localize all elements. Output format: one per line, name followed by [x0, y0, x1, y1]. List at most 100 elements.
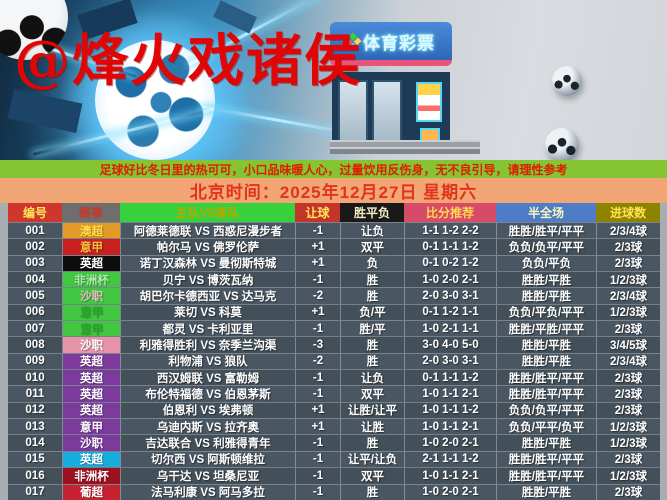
cell-num: 013	[25, 420, 45, 433]
cell-score: 0-1 1-2 1-1	[404, 304, 496, 321]
cell-handicap: -1	[295, 223, 340, 239]
cell-score: 1-0 1-1 2-1	[404, 468, 496, 484]
cell-score: 2-0 3-0 3-1	[404, 288, 496, 304]
match-row-001: 001 澳超 阿德莱德联 VS 西惑尼漫步者 -1 让负 1-1 1-2 2-2 胜胜/胜平…	[8, 222, 660, 239]
cell-league: 英超	[62, 353, 120, 370]
cell-halffull: 负负/负平/平平	[496, 402, 596, 419]
cell-halffull: 胜胜/平胜	[496, 353, 596, 370]
cell-num: 001	[25, 224, 45, 237]
store-door	[372, 80, 402, 150]
cell-score: 0-1 1-1 1-2	[404, 370, 496, 386]
cell-teams: 诺丁汉森林 VS 曼彻斯特城	[120, 255, 295, 272]
cell-goals: 2/3球	[596, 370, 660, 386]
cell-num: 014	[25, 437, 45, 450]
league-badge: 非洲杯	[63, 468, 120, 484]
cell-league: 沙职	[62, 435, 120, 451]
cell-handicap: -1	[295, 435, 340, 451]
cell-score: 1-0 1-1 1-2	[404, 402, 496, 419]
cell-halffull: 胜胜/胜平/平平	[496, 223, 596, 239]
cell-halffull: 负负/平平/负平	[496, 419, 596, 435]
cell-league: 澳超	[62, 223, 120, 239]
disclaimer-text: 足球好比冬日里的热可可，小口品味暖人心，过量饮用反伤身，无不良引导，请理性参考	[99, 162, 568, 177]
match-row-005: 005 沙职 胡巴尔卡德西亚 VS 达马克 -2 胜 2-0 3-0 3-1 胜胜/平胜 2/…	[8, 287, 660, 304]
table-header-row: 编号 赛事 主队VS客队 让球 胜平负 比分推荐 半全场 进球数	[8, 203, 660, 222]
cell-score: 2-1 1-1 1-2	[404, 451, 496, 468]
cell-teams: 伯恩利 VS 埃弗顿	[120, 402, 295, 419]
cell-goals: 2/3球	[596, 239, 660, 255]
cell-league: 意甲	[62, 321, 120, 337]
match-row-010: 010 英超 西汉姆联 VS 富勒姆 -1 让负 0-1 1-1 1-2 胜胜/胜平/平平 2…	[8, 369, 660, 386]
cell-handicap: -1	[295, 370, 340, 386]
league-badge: 英超	[63, 353, 120, 370]
cell-wdl: 双平	[340, 239, 404, 255]
cell-teams: 贝宁 VS 博茨瓦纳	[120, 272, 295, 288]
match-row-012: 012 英超 伯恩利 VS 埃弗顿 +1 让胜/让平 1-0 1-1 1-2 负负/负平/平…	[8, 401, 660, 419]
cell-handicap: +1	[295, 239, 340, 255]
cell-halffull: 胜胜/平胜	[496, 337, 596, 353]
cell-teams: 莱切 VS 科莫	[120, 304, 295, 321]
cell-score: 2-0 3-0 3-1	[404, 353, 496, 370]
cell-teams: 西汉姆联 VS 富勒姆	[120, 370, 295, 386]
cell-league: 英超	[62, 402, 120, 419]
column-header-3: 让球	[295, 203, 340, 222]
league-badge: 英超	[63, 255, 120, 272]
league-badge: 沙职	[63, 337, 120, 353]
match-row-016: 016 非洲杯 乌干达 VS 坦桑尼亚 -1 双平 1-0 1-1 2-1 胜胜/胜平/平平…	[8, 467, 660, 484]
cell-teams: 利雅得胜利 VS 奈季兰沟渠	[120, 337, 295, 353]
cell-wdl: 胜	[340, 337, 404, 353]
store-door	[338, 80, 368, 150]
column-header-0: 编号	[8, 203, 62, 222]
matches-table: 编号 赛事 主队VS客队 让球 胜平负 比分推荐 半全场 进球数 001 澳超 阿德莱德联 VS …	[8, 203, 660, 500]
cell-league: 非洲杯	[62, 468, 120, 484]
cell-num: 009	[25, 355, 45, 368]
cell-score: 0-1 0-2 1-2	[404, 255, 496, 272]
cell-score: 3-0 4-0 5-0	[404, 337, 496, 353]
column-header-1: 赛事	[62, 203, 120, 222]
cell-halffull: 胜胜/平胜	[496, 272, 596, 288]
cell-handicap: +1	[295, 402, 340, 419]
cell-goals: 1/2/3球	[596, 304, 660, 321]
cell-handicap: +1	[295, 255, 340, 272]
cell-score: 1-0 2-1 1-1	[404, 321, 496, 337]
cell-teams: 胡巴尔卡德西亚 VS 达马克	[120, 288, 295, 304]
cell-league: 意甲	[62, 419, 120, 435]
cell-teams: 阿德莱德联 VS 西惑尼漫步者	[120, 223, 295, 239]
league-badge: 英超	[63, 370, 120, 386]
cell-wdl: 负/平	[340, 304, 404, 321]
cell-halffull: 负负/平负	[496, 255, 596, 272]
match-row-014: 014 沙职 吉达联合 VS 利雅得青年 -1 胜 1-0 2-0 2-1 胜胜/平胜 1/2…	[8, 434, 660, 451]
match-row-007: 007 意甲 都灵 VS 卡利亚里 -1 胜/平 1-0 2-1 1-1 胜胜/平胜/平平 2…	[8, 320, 660, 337]
match-row-017: 017 葡超 法马利康 VS 阿马多拉 -1 胜 1-0 2-0 2-1 胜胜/平胜 2/3球	[8, 483, 660, 500]
cell-handicap: +1	[295, 304, 340, 321]
cell-wdl: 胜	[340, 288, 404, 304]
cell-goals: 1/2/3球	[596, 468, 660, 484]
cell-handicap: -1	[295, 386, 340, 402]
league-badge: 意甲	[63, 304, 120, 321]
cell-wdl: 让负	[340, 370, 404, 386]
cell-score: 1-0 1-1 2-1	[404, 419, 496, 435]
cell-teams: 利物浦 VS 狼队	[120, 353, 295, 370]
cell-score: 0-1 1-1 1-2	[404, 239, 496, 255]
cell-num: 012	[25, 404, 45, 417]
cell-goals: 1/2/3球	[596, 272, 660, 288]
cell-goals: 2/3球	[596, 451, 660, 468]
cell-wdl: 双平	[340, 468, 404, 484]
cell-goals: 2/3球	[596, 255, 660, 272]
cell-goals: 2/3/4球	[596, 288, 660, 304]
match-row-008: 008 沙职 利雅得胜利 VS 奈季兰沟渠 -3 胜 3-0 4-0 5-0 胜胜/平胜 3/…	[8, 336, 660, 353]
league-badge: 英超	[63, 402, 120, 419]
column-header-2: 主队VS客队	[120, 203, 295, 222]
cell-teams: 都灵 VS 卡利亚里	[120, 321, 295, 337]
league-badge: 沙职	[63, 435, 120, 451]
match-row-013: 013 意甲 乌迪内斯 VS 拉齐奥 +1 让胜 1-0 1-1 2-1 负负/平平/负平 1…	[8, 418, 660, 435]
cell-halffull: 胜胜/平胜	[496, 435, 596, 451]
store-steps	[330, 140, 480, 154]
league-badge: 意甲	[63, 239, 120, 255]
cell-teams: 法马利康 VS 阿马多拉	[120, 484, 295, 500]
column-header-4: 胜平负	[340, 203, 404, 222]
column-header-7: 进球数	[596, 203, 660, 222]
watermark-text: @烽火戏诸侯	[14, 28, 362, 94]
cell-goals: 2/3球	[596, 321, 660, 337]
cell-wdl: 让平/让负	[340, 451, 404, 468]
cell-wdl: 胜/平	[340, 321, 404, 337]
